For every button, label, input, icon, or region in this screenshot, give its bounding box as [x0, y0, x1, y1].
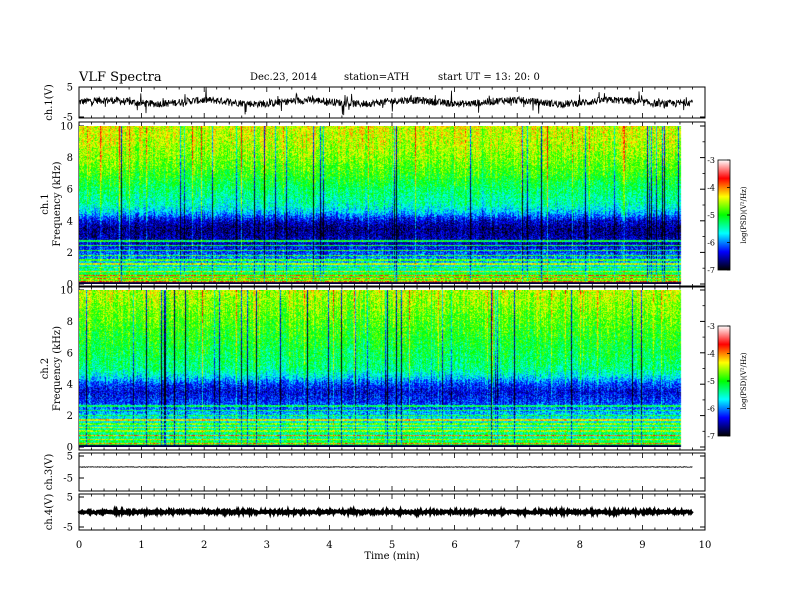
- channel-label: ch.1: [40, 193, 51, 215]
- time-tick-label: 8: [577, 540, 583, 551]
- freq-tick-label: 0: [67, 280, 73, 291]
- colorbar-tick-label: -3: [707, 156, 715, 165]
- ch4-waveform-trace: [77, 505, 694, 519]
- volt-tick-label: 5: [67, 83, 73, 94]
- freq-tick-label: 0: [67, 443, 73, 454]
- colorbar-tick-label: -5: [707, 211, 715, 220]
- time-tick-label: 6: [451, 540, 457, 551]
- freq-tick-label: 8: [67, 153, 73, 164]
- waveform-axis-label: ch.1(V): [44, 84, 55, 121]
- freq-tick-label: 6: [67, 185, 73, 196]
- volt-tick-label: 5: [67, 452, 73, 463]
- frequency-axis-label: Frequency (kHz): [52, 161, 63, 246]
- colorbar-tick-label: -5: [707, 377, 715, 386]
- colorbar-tick-label: -4: [707, 350, 715, 359]
- ch1-waveform-trace: [78, 87, 693, 116]
- ch2-spectrogram-image: [79, 290, 693, 447]
- channel-label: ch.2: [40, 358, 51, 380]
- time-tick-label: 1: [138, 540, 144, 551]
- freq-tick-label: 2: [67, 411, 73, 422]
- freq-tick-label: 6: [67, 348, 73, 359]
- time-tick-label: 10: [699, 540, 712, 551]
- waveform-axis-label: ch.3(V): [44, 454, 55, 491]
- time-tick-label: 2: [201, 540, 207, 551]
- time-tick-label: 7: [514, 540, 520, 551]
- frequency-axis-label: Frequency (kHz): [52, 326, 63, 411]
- freq-tick-label: 4: [67, 380, 73, 391]
- colorbar-tick-label: -4: [707, 184, 715, 193]
- waveform-axis-label: ch.4(V): [44, 494, 55, 531]
- time-tick-label: 3: [264, 540, 270, 551]
- freq-tick-label: 10: [60, 286, 73, 297]
- volt-tick-label: -5: [63, 523, 73, 534]
- ch3-waveform-trace: [78, 465, 693, 469]
- date-label: Dec.23, 2014: [250, 72, 318, 83]
- figure-title: VLF Spectra: [79, 70, 162, 85]
- time-axis-label: Time (min): [364, 551, 419, 562]
- colorbar-tick-label: -3: [707, 322, 715, 331]
- time-tick-label: 9: [639, 540, 645, 551]
- colorbar-tick-label: -7: [707, 432, 715, 441]
- freq-tick-label: 8: [67, 317, 73, 328]
- station-label: station=ATH: [344, 72, 410, 83]
- freq-tick-label: 2: [67, 248, 73, 259]
- volt-tick-label: 5: [67, 493, 73, 504]
- colorbar-label: log(PSD)(V²/Hz): [740, 186, 748, 243]
- time-tick-label: 4: [326, 540, 332, 551]
- freq-tick-label: 10: [60, 122, 73, 133]
- volt-tick-label: -5: [63, 113, 73, 124]
- colorbar-tick-label: -6: [707, 239, 715, 248]
- colorbar-tick-label: -6: [707, 405, 715, 414]
- time-tick-label: 5: [389, 540, 395, 551]
- freq-tick-label: 4: [67, 216, 73, 227]
- volt-tick-label: -5: [63, 474, 73, 485]
- time-tick-label: 0: [76, 540, 82, 551]
- ch1-spectrogram-image: [79, 126, 693, 284]
- colorbar-label: log(PSD)(V²/Hz): [740, 352, 748, 409]
- colorbar-tick-label: -7: [707, 266, 715, 275]
- start-time-label: start UT = 13: 20: 0: [438, 72, 540, 83]
- panel-frame-ch3-waveform: [78, 452, 706, 492]
